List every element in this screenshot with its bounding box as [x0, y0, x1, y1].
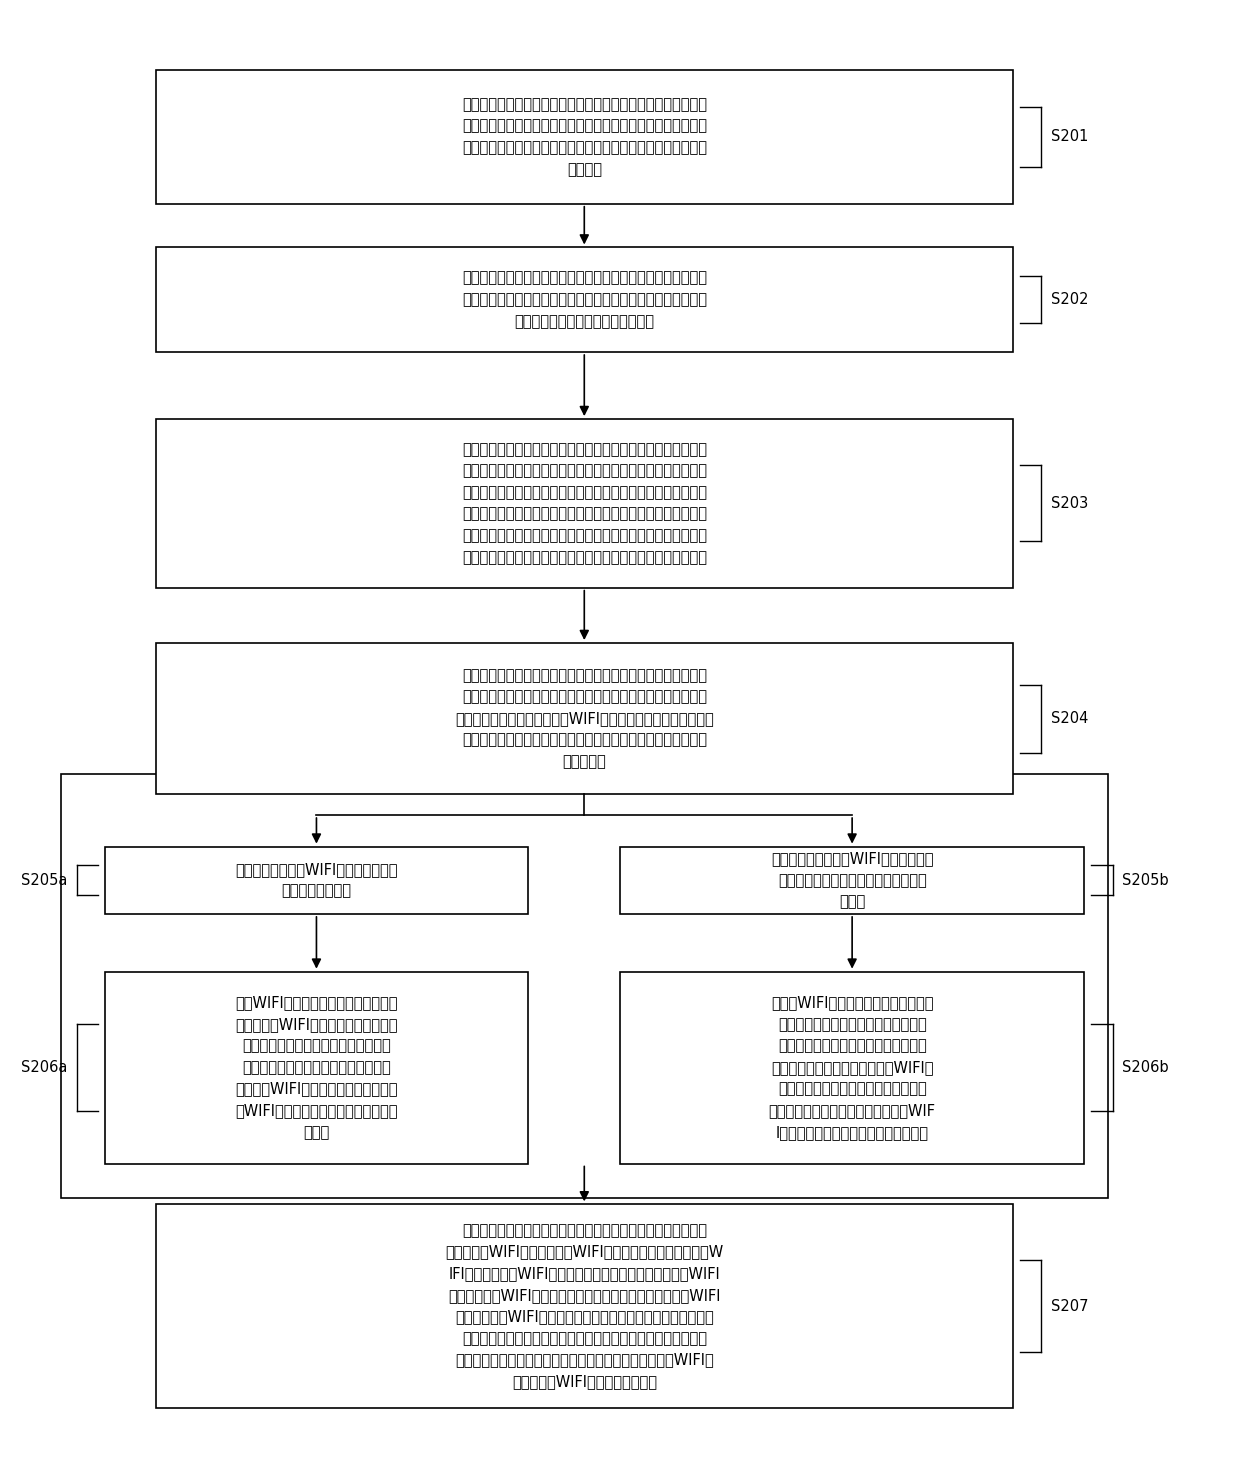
Text: S206b: S206b	[1122, 1060, 1169, 1075]
Text: S203: S203	[1052, 496, 1089, 511]
Text: 后台服务器根据移动终端的第一位置信息和移动终端的第二位置
信息，得到移动终端的运动轨迹，根据运动轨迹预测移动终端将
要到达的下一位置所属的候选WIFI接入点，其: 后台服务器根据移动终端的第一位置信息和移动终端的第二位置 信息，得到移动终端的运…	[455, 668, 714, 770]
Bar	[105, 846, 528, 914]
Bar	[156, 643, 1013, 795]
Bar	[156, 71, 1013, 203]
Text: S206a: S206a	[21, 1060, 67, 1075]
Text: 移动终端接收广播报文，从广播报文中获取发射功率值和标识信
息，测量接收到的广播报文的接收功率值，将发射功率值、接收
功率值和标识信息发送至后台服务器: 移动终端接收广播报文，从广播报文中获取发射功率值和标识信 息，测量接收到的广播报…	[461, 271, 707, 328]
Text: S207: S207	[1052, 1298, 1089, 1313]
Text: S204: S204	[1052, 711, 1089, 726]
Text: 至少三个蓝牙基站分别按照预设的时间周期发送广播报文，每个
广播报文中至少携带有广播报文的发射功率值和发送广播报文的
蓝牙基站的标识信息，其中，至少三个蓝牙基站的: 至少三个蓝牙基站分别按照预设的时间周期发送广播报文，每个 广播报文中至少携带有广…	[461, 97, 707, 177]
Text: S201: S201	[1052, 130, 1089, 144]
Text: S205b: S205b	[1122, 873, 1169, 888]
Bar	[620, 972, 1084, 1163]
Text: 后台服务器向与候选WIFI接入点存在对
应关系的蓝牙基站和移动终端发送预连
接指令: 后台服务器向与候选WIFI接入点存在对 应关系的蓝牙基站和移动终端发送预连 接指…	[771, 851, 934, 910]
Bar	[156, 247, 1013, 352]
Text: 与候选WIFI接入点存在对应关系的蓝牙
基站和移动终端接收预连接指令，执行
预连接操作，将预连接操作中生成的过
程数据发送至后台服务器或候选WIFI接
入点，其: 与候选WIFI接入点存在对应关系的蓝牙 基站和移动终端接收预连接指令，执行 预连…	[769, 995, 936, 1139]
Bar	[620, 846, 1084, 914]
Text: 候选WIFI接入点和移动终端接收预连接
指令，候选WIFI接入点通过后台服务器
与移动终端执行预连接操作，将预连接
操作中生成的过程数据发送至后台服务
器或候选: 候选WIFI接入点和移动终端接收预连接 指令，候选WIFI接入点通过后台服务器 …	[236, 995, 398, 1139]
Bar	[156, 1204, 1013, 1407]
Text: 后台服务器接收发射功率值、接收功率值和标识信息，根据接收
功率和发射功率计算得到功率衰减值，根据功率衰减随距离变化
的函数，计算出移动终端与每个蓝牙基站之间的距: 后台服务器接收发射功率值、接收功率值和标识信息，根据接收 功率和发射功率计算得到…	[461, 442, 707, 565]
Bar	[61, 774, 1109, 1198]
Text: 后台服务器向候选WIFI接入点和移动终
端发送预连接指令: 后台服务器向候选WIFI接入点和移动终 端发送预连接指令	[236, 863, 398, 898]
Bar	[156, 420, 1013, 587]
Text: 当后台服务器接收到的移动终端位置信息属于切换区时，后台服
务器向当前WIFI接入点和候选WIFI接入点发送切换指令，当前W
IFI接入点和候选WIFI接入点接收: 当后台服务器接收到的移动终端位置信息属于切换区时，后台服 务器向当前WIFI接入…	[445, 1223, 723, 1390]
Bar	[105, 972, 528, 1163]
Text: S205a: S205a	[21, 873, 67, 888]
Text: S202: S202	[1052, 293, 1089, 308]
